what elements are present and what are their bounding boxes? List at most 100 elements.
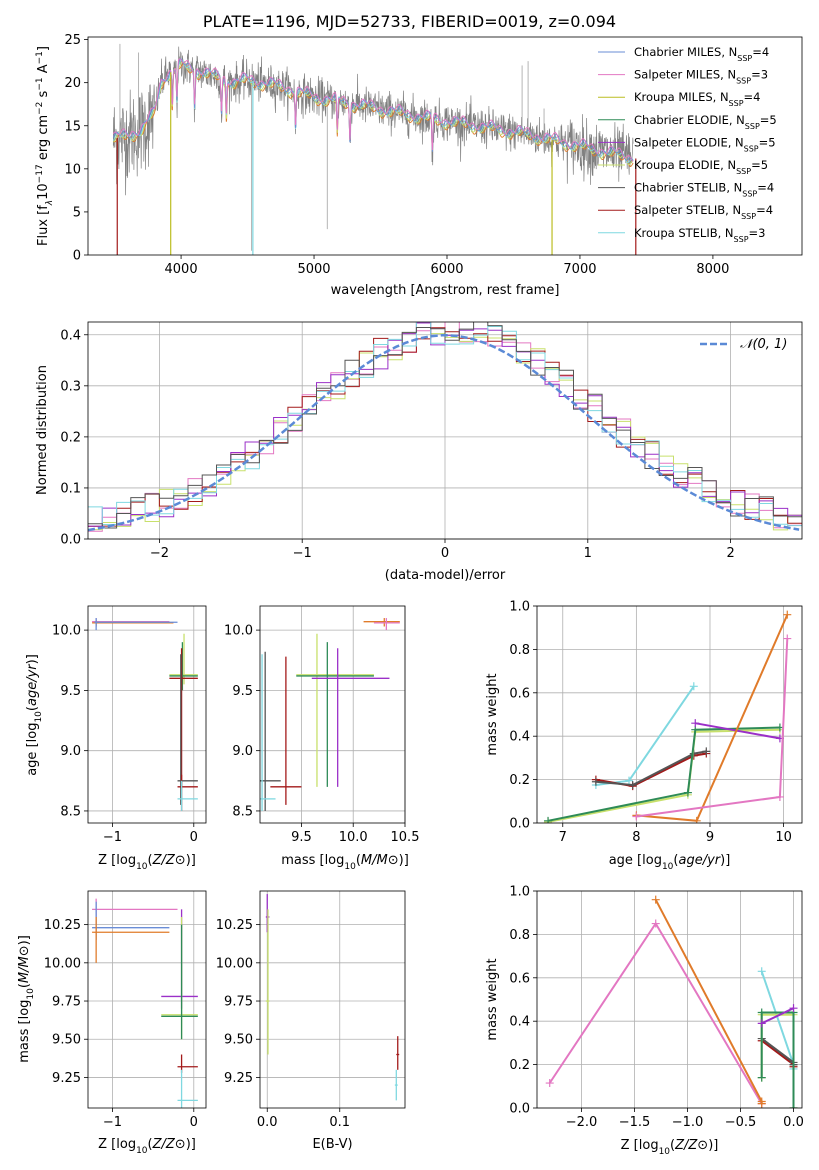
- legend-sub: SSP: [737, 54, 752, 63]
- model-spectrum: [112, 58, 634, 162]
- x-tick-label: 10.0: [339, 830, 368, 845]
- label-part: λ: [45, 200, 55, 206]
- label-part: )]: [186, 853, 196, 868]
- legend-eq: =4: [752, 45, 769, 59]
- label-part: s: [36, 90, 51, 101]
- label-part: 10: [136, 862, 148, 872]
- legend-label: Salpeter STELIB, NSSP=4: [634, 203, 773, 221]
- y-tick-label: 1.0: [509, 600, 530, 615]
- gaussian-curve: [88, 334, 800, 532]
- x-axis-label: E(B-V): [312, 1137, 352, 1152]
- y-tick-label: 0.4: [60, 328, 81, 343]
- legend-label: Chabrier MILES, NSSP=4: [634, 45, 769, 63]
- x-tick-label: 7: [559, 830, 567, 845]
- label-part: Z [log: [98, 1137, 136, 1152]
- legend-eq: =5: [751, 158, 768, 172]
- x-tick-label: 1: [584, 546, 592, 561]
- y-tick-label: 10.25: [44, 918, 81, 933]
- label-part: )]: [17, 935, 32, 945]
- model-spectrum: [112, 62, 634, 167]
- legend-label: Chabrier STELIB, NSSP=4: [634, 181, 774, 199]
- label-part: M/M⊙: [17, 945, 32, 983]
- series-marker: [757, 967, 766, 976]
- series-marker: [625, 776, 634, 785]
- label-part: age/yr: [25, 663, 40, 706]
- x-tick-label: −1.0: [672, 1115, 704, 1130]
- x-tick-label: 8000: [696, 262, 729, 277]
- legend-eq: =5: [760, 113, 777, 127]
- mass_vs_Z-plot: [92, 898, 198, 1108]
- legend-text: Salpeter MILES, N: [634, 68, 736, 82]
- mass_weight_vs_Z-axes: −2.0 −1.5 −1.0 −0.5 0.0 0.0 0.2 0.4 0.6 0.8 1.0: [509, 885, 804, 1131]
- label-part: erg cm: [36, 115, 51, 164]
- legend-text: Kroupa STELIB, N: [634, 226, 734, 240]
- series-marker: [775, 792, 784, 801]
- y-tick-label: 9.75: [52, 995, 81, 1010]
- y-tick-label: 9.50: [224, 1033, 253, 1048]
- y-tick-label: 0: [73, 249, 81, 264]
- x-tick-label: −1.5: [619, 1115, 651, 1130]
- y-tick-label: 0.0: [60, 533, 81, 548]
- legend-text: Kroupa MILES, N: [634, 90, 729, 104]
- legend-text: Salpeter STELIB, N: [634, 203, 741, 217]
- series-marker: [683, 788, 692, 797]
- label-part: Z/Z⊙: [152, 1137, 186, 1152]
- legend-label: 𝒩(0, 1): [740, 337, 787, 352]
- mass_weight_vs_age-axes: 7 8 9 10 0.0 0.2 0.4 0.6 0.8 1.0: [509, 600, 802, 845]
- mass_weight_vs_age-plot: [544, 610, 792, 823]
- residuals-plot: [88, 322, 802, 532]
- mass_vs_Z-axes: −1 0 9.25 9.50 9.75 10.00 10.25: [44, 891, 206, 1130]
- x-axis-label: Z [log10(Z/Z⊙)]: [98, 853, 196, 872]
- x-tick-label: 8: [632, 830, 640, 845]
- label-part: (: [673, 853, 678, 868]
- legend-label: Salpeter MILES, NSSP=3: [634, 68, 768, 86]
- x-tick-label: 6000: [430, 262, 463, 277]
- series-line: [595, 750, 707, 787]
- series-line: [760, 1011, 795, 1108]
- y-tick-label: 0.1: [60, 481, 81, 496]
- label-part: Z [log: [98, 853, 136, 868]
- mass_vs_ebv-axes: 0.0 0.1 9.25 9.50 9.75 10.00 10.25: [216, 891, 405, 1130]
- series-line: [547, 728, 780, 823]
- label-part: mass [log: [281, 853, 344, 868]
- legend-sub: SSP: [741, 212, 756, 221]
- y-tick-label: 8.5: [232, 804, 253, 819]
- series-marker: [689, 682, 698, 691]
- legend-eq: =5: [759, 135, 776, 149]
- series-line: [547, 726, 780, 822]
- legend-sub: SSP: [744, 144, 759, 153]
- y-tick-label: 0.8: [509, 928, 530, 943]
- series-marker: [789, 1004, 798, 1013]
- y-tick-label: 9.5: [60, 684, 81, 699]
- series-marker: [691, 719, 700, 728]
- legend-text: Chabrier ELODIE, N: [634, 113, 745, 127]
- axes-frame: [536, 605, 803, 824]
- y-tick-label: 10.0: [52, 624, 81, 639]
- label-part: (: [148, 1137, 153, 1152]
- y-tick-label: 0.2: [509, 773, 530, 788]
- label-part: ]: [36, 46, 51, 51]
- series-marker: [783, 610, 792, 619]
- x-tick-label: −2.0: [566, 1115, 598, 1130]
- y-axis-label: mass weight: [485, 958, 500, 1040]
- legend-label: Salpeter ELODIE, NSSP=5: [634, 135, 776, 153]
- age_vs_Z-plot: [92, 618, 198, 811]
- label-part: Z [log: [621, 1138, 659, 1153]
- y-tick-label: 9.5: [232, 684, 253, 699]
- y-tick-label: 0.3: [60, 379, 81, 394]
- x-tick-label: 0.0: [783, 1115, 804, 1130]
- label-part: −17: [35, 164, 45, 183]
- y-tick-label: 0.4: [509, 1015, 530, 1030]
- legend-sub: SSP: [736, 76, 751, 85]
- y-tick-label: 10.0: [224, 624, 253, 639]
- legend-eq: =4: [744, 90, 761, 104]
- label-part: age/yr: [678, 853, 721, 868]
- y-tick-label: 9.25: [52, 1071, 81, 1086]
- y-tick-label: 0.2: [60, 430, 81, 445]
- series-line: [695, 722, 781, 740]
- axes-frame: [87, 36, 803, 256]
- legend-sub: SSP: [736, 167, 751, 176]
- label-part: age [log: [609, 853, 662, 868]
- y-tick-label: 9.0: [60, 744, 81, 759]
- series-marker: [757, 1073, 766, 1082]
